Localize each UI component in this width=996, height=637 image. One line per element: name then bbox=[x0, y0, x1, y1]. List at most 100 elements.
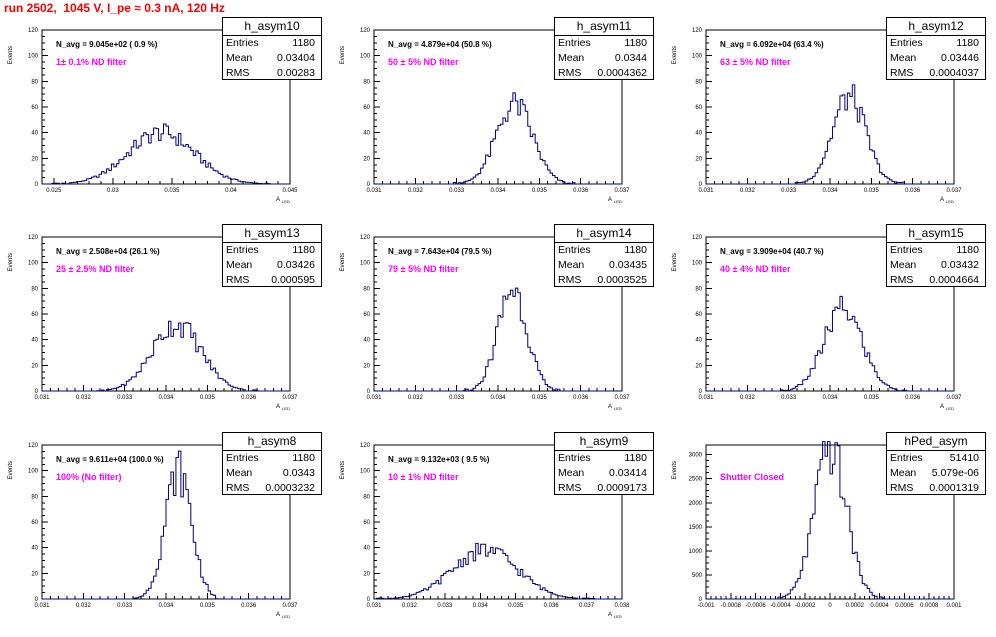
y-tick-label: 0 bbox=[35, 597, 39, 603]
x-axis-label: A LED bbox=[608, 404, 622, 411]
y-tick-label: 100 bbox=[360, 469, 371, 475]
stats-value: 0.03426 bbox=[277, 259, 315, 271]
histogram-panel-h_asym14: 0 20 40 60 80 100 120 0.031 0.032 0.033 0.034 0.035… bbox=[332, 222, 664, 429]
x-tick-label: 0.031 bbox=[698, 188, 714, 194]
stats-row-mean: Mean 5.079e-06 bbox=[887, 466, 985, 481]
y-tick-label: 100 bbox=[360, 54, 371, 60]
y-tick-label: 20 bbox=[363, 156, 370, 162]
y-tick-label: 60 bbox=[695, 312, 702, 318]
histogram-plot: 0 20 40 60 80 100 120 0.025 0.03 0.035 0.04 0.045 Ev… bbox=[8, 28, 298, 204]
stats-key: Entries bbox=[226, 244, 259, 256]
stats-key: Mean bbox=[226, 52, 253, 64]
histogram-bars bbox=[42, 320, 290, 392]
x-tick-label: 0.037 bbox=[946, 395, 962, 401]
x-tick-label: 0.037 bbox=[282, 603, 298, 609]
stats-value: 0.0004664 bbox=[929, 274, 979, 286]
x-tick-label: 0.035 bbox=[508, 603, 524, 609]
histogram-panel-h_asym13: 0 20 40 60 80 100 120 0.031 0.032 0.033 0.034 0.035… bbox=[0, 222, 332, 429]
y-tick-label: 40 bbox=[695, 131, 702, 137]
x-tick-label: 0.036 bbox=[241, 395, 257, 401]
y-tick-label: 100 bbox=[692, 54, 703, 60]
y-tick-label: 0 bbox=[35, 182, 39, 188]
x-tick-label: 0.036 bbox=[905, 188, 921, 194]
x-tick-label: 0.036 bbox=[573, 395, 589, 401]
y-tick-label: 60 bbox=[31, 312, 38, 318]
x-tick-label: -0.0006 bbox=[745, 603, 766, 609]
y-tick-label: 100 bbox=[28, 54, 39, 60]
x-tick-label: 0.0002 bbox=[846, 603, 865, 609]
x-axis-label: A LED bbox=[276, 197, 290, 204]
y-tick-label: 40 bbox=[31, 338, 38, 344]
stats-key: RMS bbox=[226, 67, 250, 79]
x-tick-label: 0.037 bbox=[614, 188, 630, 194]
stats-row-mean: Mean 0.03432 bbox=[887, 258, 985, 273]
y-tick-label: 40 bbox=[31, 546, 38, 552]
stats-row-mean: Mean 0.0344 bbox=[555, 51, 653, 66]
navg-label: N_avg = 2.508e+04 (26.1 %) bbox=[56, 247, 160, 256]
x-tick-label: 0.032 bbox=[740, 188, 756, 194]
histogram-panel-h_asym12: 0 20 40 60 80 100 120 0.031 0.032 0.033 0.034 0.035… bbox=[664, 15, 996, 222]
y-axis-label: Events bbox=[340, 253, 346, 271]
stats-key: RMS bbox=[890, 482, 914, 494]
x-tick-label: -0.0004 bbox=[770, 603, 791, 609]
stats-key: RMS bbox=[226, 482, 250, 494]
stats-value: 0.0001319 bbox=[929, 482, 979, 494]
stats-row-entries: Entries 1180 bbox=[555, 243, 653, 258]
stats-key: Mean bbox=[558, 52, 585, 64]
canvas-title: run 2502, 1045 V, I_pe ≈ 0.3 nA, 120 Hz bbox=[4, 1, 225, 15]
stats-row-mean: Mean 0.03446 bbox=[887, 51, 985, 66]
x-tick-label: 0.032 bbox=[76, 603, 92, 609]
y-tick-label: 120 bbox=[28, 443, 39, 449]
filter-label: 79 ± 5% ND filter bbox=[388, 264, 459, 274]
x-tick-label: 0.03 bbox=[107, 188, 119, 194]
histogram-panel-hPed_asym: 0 500 1000 1500 2000 2500 3000 -0.001 -0.0008 -0.… bbox=[664, 430, 996, 637]
histogram-name: h_asym15 bbox=[887, 225, 985, 243]
stats-box: h_asym12 Entries 1180 Mean 0.03446 RMS 0.00040… bbox=[886, 17, 986, 80]
y-tick-label: 120 bbox=[28, 28, 39, 34]
y-tick-label: 20 bbox=[31, 571, 38, 577]
stats-box: h_asym8 Entries 1180 Mean 0.0343 RMS 0.0003232 bbox=[222, 432, 322, 495]
navg-label: N_avg = 9.132e+03 ( 9.5 %) bbox=[388, 455, 490, 464]
histogram-panel-h_asym8: 0 20 40 60 80 100 120 0.031 0.032 0.033 0.034 0.035… bbox=[0, 430, 332, 637]
stats-box: h_asym14 Entries 1180 Mean 0.03435 RMS 0.00035… bbox=[554, 224, 654, 287]
y-axis-label: Events bbox=[340, 46, 346, 64]
stats-value: 5.079e-06 bbox=[931, 467, 979, 479]
stats-key: RMS bbox=[890, 67, 914, 79]
x-tick-label: 0.037 bbox=[579, 603, 595, 609]
y-tick-label: 80 bbox=[695, 79, 702, 85]
stats-row-rms: RMS 0.0003525 bbox=[555, 273, 653, 288]
y-tick-label: 1500 bbox=[689, 525, 703, 531]
y-tick-label: 100 bbox=[360, 261, 371, 267]
stats-value: 0.03432 bbox=[941, 259, 979, 271]
stats-key: RMS bbox=[558, 274, 582, 286]
stats-row-mean: Mean 0.0343 bbox=[223, 466, 321, 481]
stats-box: h_asym10 Entries 1180 Mean 0.03404 RMS 0.00283 bbox=[222, 17, 322, 80]
stats-row-rms: RMS 0.0004664 bbox=[887, 273, 985, 288]
x-tick-label: 0.032 bbox=[408, 188, 424, 194]
y-tick-label: 120 bbox=[692, 28, 703, 34]
x-tick-label: 0.037 bbox=[614, 395, 630, 401]
x-tick-label: 0.031 bbox=[34, 603, 50, 609]
x-tick-label: -0.0008 bbox=[721, 603, 742, 609]
navg-label: N_avg = 9.045e+02 ( 0.9 %) bbox=[56, 40, 158, 49]
x-tick-label: -0.0002 bbox=[795, 603, 816, 609]
stats-row-entries: Entries 1180 bbox=[887, 36, 985, 51]
y-tick-label: 40 bbox=[31, 131, 38, 137]
y-tick-label: 80 bbox=[363, 494, 370, 500]
stats-row-entries: Entries 1180 bbox=[887, 243, 985, 258]
stats-row-rms: RMS 0.0003232 bbox=[223, 481, 321, 496]
stats-row-rms: RMS 0.00283 bbox=[223, 66, 321, 81]
y-tick-label: 20 bbox=[363, 571, 370, 577]
stats-row-entries: Entries 1180 bbox=[223, 451, 321, 466]
y-tick-label: 2000 bbox=[689, 501, 703, 507]
histogram-bars bbox=[42, 450, 290, 600]
y-tick-label: 40 bbox=[695, 338, 702, 344]
stats-row-rms: RMS 0.000595 bbox=[223, 273, 321, 288]
stats-value: 0.03446 bbox=[941, 52, 979, 64]
navg-label: N_avg = 6.092e+04 (63.4 %) bbox=[720, 40, 824, 49]
y-tick-label: 0 bbox=[699, 597, 703, 603]
y-tick-label: 80 bbox=[31, 79, 38, 85]
stats-value: 0.0009173 bbox=[597, 482, 647, 494]
histogram-name: h_asym12 bbox=[887, 18, 985, 36]
y-tick-label: 80 bbox=[31, 494, 38, 500]
